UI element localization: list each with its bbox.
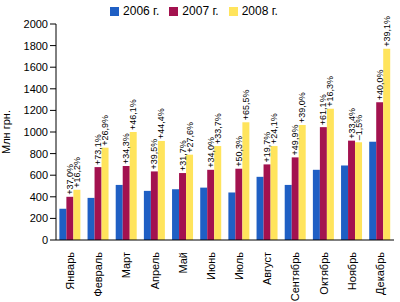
svg-text:+16,2%: +16,2% xyxy=(72,157,82,188)
svg-text:+65,5%: +65,5% xyxy=(241,89,251,120)
svg-text:400: 400 xyxy=(30,191,48,203)
svg-text:+16,3%: +16,3% xyxy=(325,76,335,107)
svg-text:Март: Март xyxy=(120,252,132,278)
svg-text:+73,1%: +73,1% xyxy=(93,134,103,166)
svg-text:600: 600 xyxy=(30,169,48,181)
html-text:2007 г.: 2007 г. xyxy=(182,4,219,18)
svg-text:+34,3%: +34,3% xyxy=(121,133,131,164)
html-text:2006 г.: 2006 г. xyxy=(123,4,160,18)
svg-text:+26,9%: +26,9% xyxy=(100,115,110,146)
svg-text:1000: 1000 xyxy=(24,126,48,138)
svg-text:Октябрь: Октябрь xyxy=(318,252,330,295)
svg-text:Февраль: Февраль xyxy=(92,252,104,297)
svg-text:–1,5%: –1,5% xyxy=(354,115,364,141)
svg-text:Август: Август xyxy=(261,252,273,285)
html-text:2008 г.: 2008 г. xyxy=(241,4,278,18)
svg-text:Январь: Январь xyxy=(64,252,76,290)
svg-text:1200: 1200 xyxy=(24,104,48,116)
svg-text:Июнь: Июнь xyxy=(205,252,217,280)
svg-text:Сентябрь: Сентябрь xyxy=(289,252,301,302)
svg-text:+33,4%: +33,4% xyxy=(346,107,357,139)
svg-text:1600: 1600 xyxy=(24,61,48,73)
svg-text:1800: 1800 xyxy=(24,40,48,52)
svg-text:0: 0 xyxy=(42,234,48,246)
svg-text:+39,1%: +39,1% xyxy=(382,16,392,47)
svg-text:+39,5%: +39,5% xyxy=(149,139,159,170)
svg-text:Ноябрь: Ноябрь xyxy=(346,252,358,290)
svg-text:+61,1%: +61,1% xyxy=(318,94,329,126)
svg-text:Июль: Июль xyxy=(233,252,245,280)
svg-text:+37,0%: +37,0% xyxy=(64,164,75,195)
svg-text:+49,9%: +49,9% xyxy=(290,125,300,156)
svg-text:+24,1%: +24,1% xyxy=(269,113,279,144)
svg-text:+19,7%: +19,7% xyxy=(262,131,272,163)
svg-text:2000: 2000 xyxy=(24,18,48,30)
svg-text:Май: Май xyxy=(177,252,189,274)
svg-text:+46,1%: +46,1% xyxy=(128,99,138,130)
svg-text:Млн грн.: Млн грн. xyxy=(8,110,12,154)
svg-text:Апрель: Апрель xyxy=(149,252,161,290)
svg-text:+31,7%: +31,7% xyxy=(177,140,188,171)
svg-text:+40,0%: +40,0% xyxy=(375,70,385,101)
svg-text:+34,0%: +34,0% xyxy=(205,137,216,168)
svg-text:+39,0%: +39,0% xyxy=(297,92,307,123)
svg-text:800: 800 xyxy=(30,148,48,160)
svg-text:+50,3%: +50,3% xyxy=(234,136,244,167)
svg-text:200: 200 xyxy=(30,212,48,224)
svg-text:+44,4%: +44,4% xyxy=(156,108,166,139)
svg-text:+27,6%: +27,6% xyxy=(185,122,195,153)
svg-text:+33,7%: +33,7% xyxy=(213,113,223,144)
svg-text:Декабрь: Декабрь xyxy=(374,252,386,295)
svg-text:1400: 1400 xyxy=(24,83,48,95)
